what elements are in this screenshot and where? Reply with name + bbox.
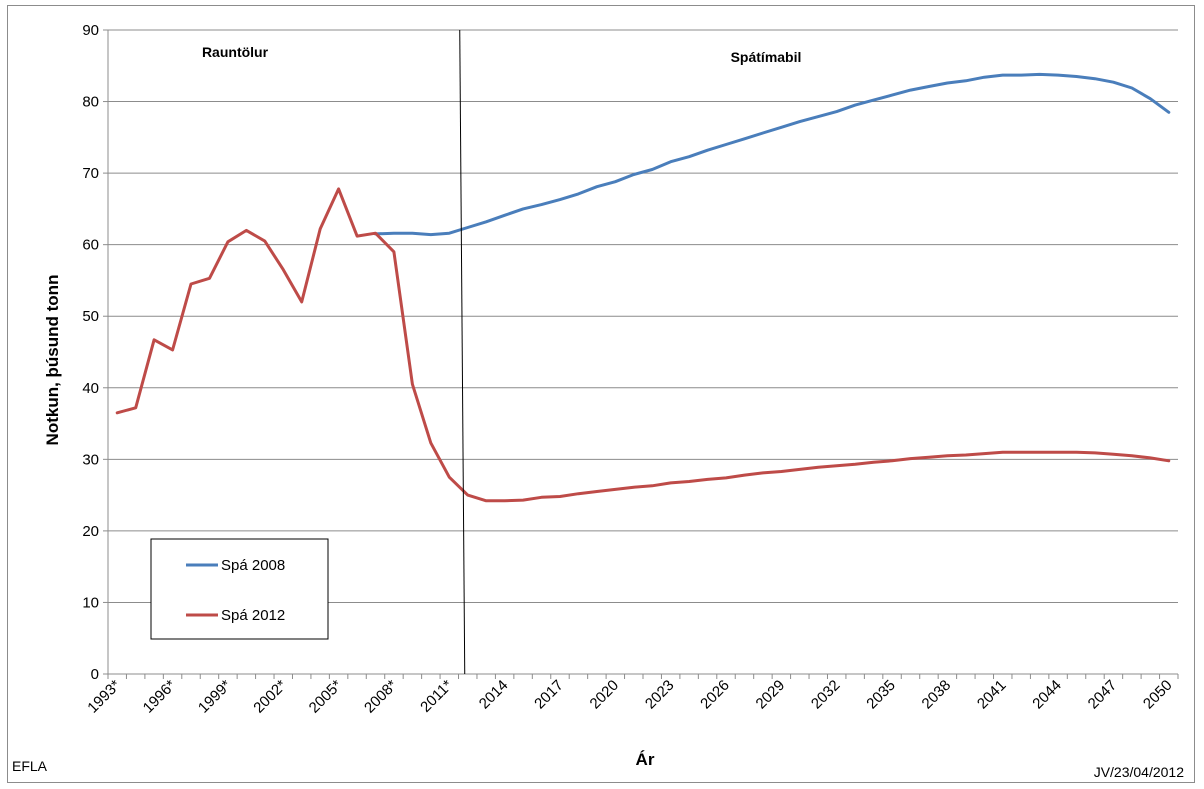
footer-right-label: JV/23/04/2012 (1094, 764, 1185, 780)
chart-frame (7, 5, 1195, 783)
y-tick-label: 40 (82, 380, 99, 397)
x-tick-label: 2044 (1029, 677, 1065, 713)
y-tick-label: 50 (82, 308, 99, 325)
x-tick-label: 2032 (808, 677, 844, 713)
region-label-forecast: Spátímabil (731, 49, 802, 65)
gridlines (103, 29, 1179, 679)
series-line-sp-2008 (374, 72, 1171, 237)
x-tick-label: 2020 (587, 677, 623, 713)
x-tick-label: 2047 (1085, 677, 1121, 713)
y-tick-label: 80 (82, 94, 99, 111)
y-tick-labels: 0 10 20 30 40 50 60 70 80 90 (82, 22, 99, 683)
x-tick-label: 2041 (974, 677, 1010, 713)
x-tick-label: 2005* (306, 677, 346, 717)
y-tick-label: 90 (82, 22, 99, 39)
footer-left-label: EFLA (12, 758, 48, 774)
x-tick-label: 2035 (863, 677, 899, 713)
x-tick-label: 2050 (1140, 677, 1176, 713)
y-tick-label: 20 (82, 523, 99, 540)
x-tick-label: 2023 (642, 677, 678, 713)
y-tick-label: 60 (82, 237, 99, 254)
x-tick-label: 2029 (753, 677, 789, 713)
y-tick-label: 10 (82, 594, 99, 611)
series-lines (115, 72, 1171, 503)
y-tick-label: 70 (82, 165, 99, 182)
x-tick-label: 2026 (697, 677, 733, 713)
legend-label-spa-2012: Spá 2012 (221, 607, 285, 624)
x-tick-label: 2002* (250, 677, 290, 717)
legend-box (150, 538, 329, 640)
x-tick-label: 2038 (919, 677, 955, 713)
x-tick-label: 1999* (195, 677, 235, 717)
y-axis-title: Notkun, þúsund tonn (43, 275, 62, 446)
legend-label-spa-2008: Spá 2008 (221, 557, 285, 574)
forecast-divider-line (459, 29, 466, 675)
region-label-actual: Rauntölur (202, 44, 269, 60)
legend: Spá 2008 Spá 2012 (150, 538, 329, 640)
y-tick-label: 0 (91, 666, 99, 683)
x-tick-labels: 1993* 1996* 1999* 2002* 2005* 2008* 2011* 2014 2… (84, 677, 1175, 717)
x-tick-label: 2017 (531, 677, 567, 713)
y-tick-label: 30 (82, 451, 99, 468)
x-tick-label: 2011* (417, 677, 456, 716)
x-tick-label: 2014 (476, 677, 512, 713)
x-axis-title: Ár (636, 750, 655, 769)
x-tick-label: 2008* (361, 677, 401, 717)
series-line-sp-2012 (115, 187, 1171, 503)
x-tick-label: 1996* (140, 677, 180, 717)
